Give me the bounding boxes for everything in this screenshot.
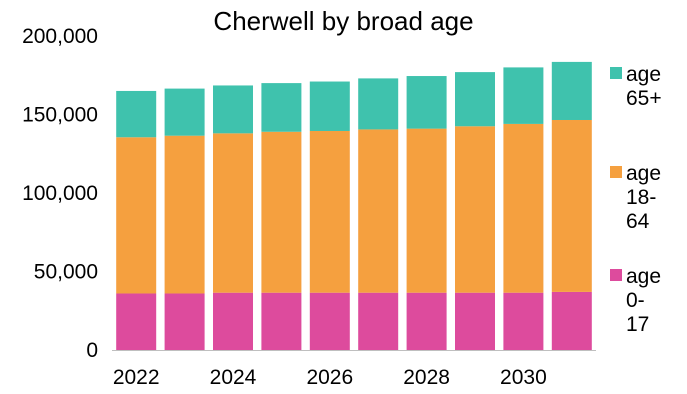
bar-segment-age-65--2030 bbox=[503, 67, 544, 124]
x-tick-label: 2028 bbox=[403, 366, 450, 389]
bar-segment-age-65--2024 bbox=[213, 85, 253, 134]
legend-item-age-0-17: age 0- 17 bbox=[610, 265, 661, 337]
legend-swatch bbox=[610, 166, 622, 178]
y-tick-label: 0 bbox=[86, 339, 98, 362]
bar-segment-age-18-64-2030 bbox=[503, 123, 544, 293]
legend-label-line: 0- bbox=[626, 289, 645, 312]
bar-segment-age-0-17-2024 bbox=[213, 292, 253, 350]
bar-segment-age-18-64-2026 bbox=[309, 130, 350, 293]
bar-segment-age-18-64-2029 bbox=[455, 126, 495, 293]
legend-swatch bbox=[610, 67, 622, 79]
bar-segment-age-65--2023 bbox=[164, 88, 205, 136]
bar-segment-age-0-17-2029 bbox=[455, 292, 495, 350]
bar-segment-age-65--2029 bbox=[455, 72, 495, 127]
legend-label-line: 65+ bbox=[626, 87, 662, 110]
bar-segment-age-0-17-2023 bbox=[164, 293, 205, 350]
legend-label-line: 64 bbox=[626, 210, 650, 233]
chart-title: Cherwell by broad age bbox=[213, 6, 474, 36]
legend-label-line: 17 bbox=[626, 313, 650, 336]
x-tick-label: 2024 bbox=[210, 366, 257, 389]
legend-swatch bbox=[610, 269, 622, 281]
bar-segment-age-0-17-2027 bbox=[358, 292, 399, 350]
bar-segment-age-18-64-2027 bbox=[358, 129, 399, 293]
bar-segment-age-0-17-2022 bbox=[116, 293, 157, 350]
bar-segment-age-65--2025 bbox=[261, 83, 302, 132]
bar-segment-age-18-64-2028 bbox=[406, 128, 447, 293]
bar-segment-age-65--2027 bbox=[358, 78, 399, 130]
bar-segment-age-0-17-2025 bbox=[261, 292, 302, 350]
y-tick-label: 100,000 bbox=[22, 182, 98, 205]
bar-segment-age-65--2022 bbox=[116, 90, 157, 138]
bar-segment-age-18-64-2023 bbox=[164, 135, 205, 294]
bar-segment-age-18-64-2024 bbox=[213, 133, 253, 293]
bar-segment-age-0-17-2028 bbox=[406, 292, 447, 350]
bar-segment-age-65--2028 bbox=[406, 76, 447, 129]
bar-segment-age-0-17-2030 bbox=[503, 292, 544, 350]
y-tick-label: 50,000 bbox=[34, 261, 98, 284]
bar-segment-age-18-64-2025 bbox=[261, 131, 302, 293]
bar-segment-age-65--2031 bbox=[551, 61, 592, 120]
legend-label-line: age bbox=[610, 265, 661, 289]
legend-label-line: 18- bbox=[626, 186, 657, 209]
legend-item-age-18-64: age 18- 64 bbox=[610, 162, 661, 234]
bar-segment-age-0-17-2031 bbox=[551, 291, 592, 350]
y-tick-label: 200,000 bbox=[22, 25, 98, 48]
x-tick-label: 2022 bbox=[113, 366, 160, 389]
legend-label-line: age bbox=[610, 162, 661, 186]
y-tick-label: 150,000 bbox=[22, 104, 98, 127]
bar-segment-age-65--2026 bbox=[309, 81, 350, 131]
legend-label-line: age bbox=[610, 63, 662, 87]
bar-segment-age-18-64-2031 bbox=[551, 119, 592, 292]
bar-segment-age-0-17-2026 bbox=[309, 292, 350, 350]
legend-item-age-65-plus: age 65+ bbox=[610, 63, 662, 111]
x-tick-label: 2026 bbox=[306, 366, 353, 389]
bar-segment-age-18-64-2022 bbox=[116, 137, 157, 294]
x-tick-label: 2030 bbox=[500, 366, 547, 389]
